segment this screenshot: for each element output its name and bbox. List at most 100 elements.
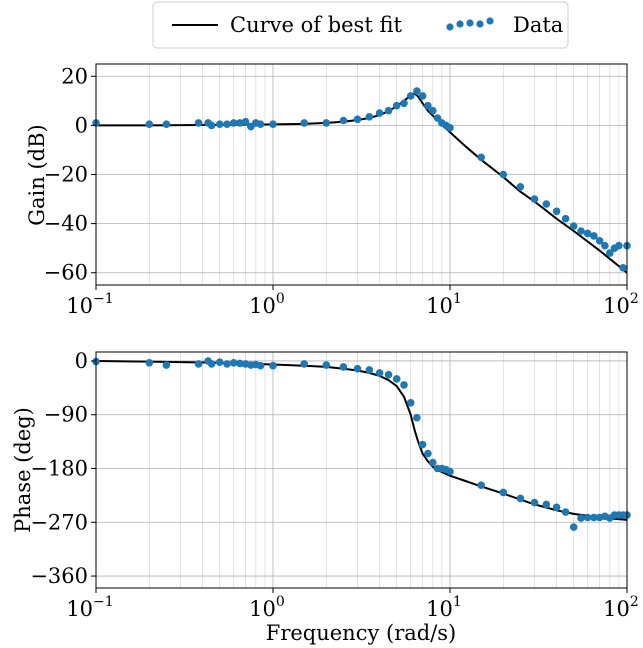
phase-data-point — [353, 364, 362, 373]
gain-series — [92, 87, 631, 274]
phase-data-point — [446, 467, 454, 476]
phase-data-point — [583, 513, 592, 522]
gain-fit-curve — [96, 92, 628, 274]
phase-data-point — [569, 523, 578, 531]
gain-data-point — [353, 115, 362, 124]
gain-data-point — [269, 120, 277, 128]
gain-y-tick-label: −20 — [44, 163, 88, 187]
gain-data-point — [406, 92, 415, 100]
phase-data-point — [561, 508, 570, 516]
phase-data-point — [499, 488, 508, 497]
phase-data-point — [229, 359, 238, 367]
gain-x-tick-label: 10−1 — [66, 291, 113, 318]
phase-plot: 0 −90 −180 −270 −360 10−1 100 101 102 Phase (de… — [11, 349, 639, 645]
gain-data-point — [194, 119, 203, 127]
legend-data-marker — [486, 17, 494, 25]
phase-data-point — [516, 494, 525, 503]
gain-data-point — [256, 120, 265, 128]
phase-data-point — [236, 359, 244, 368]
gain-data-point — [583, 229, 592, 238]
gain-data-point — [530, 195, 539, 203]
phase-data-point — [322, 361, 331, 369]
gain-data-point — [606, 249, 614, 257]
phase-y-tick-label: −360 — [30, 564, 88, 588]
phase-y-tick-label: −90 — [44, 403, 88, 427]
phase-data-point — [406, 399, 415, 407]
legend-data-marker — [466, 19, 474, 27]
gain-data-point — [569, 222, 578, 230]
phase-y-tick-label: −270 — [30, 510, 88, 534]
phase-data-point — [424, 449, 432, 458]
gain-x-tick-label: 101 — [426, 291, 462, 318]
gain-data-point — [433, 114, 442, 122]
gain-plot: 20 0 −20 −40 −60 10−1 100 101 102 Gain (dB) — [25, 63, 639, 318]
gain-data-point — [339, 116, 348, 125]
phase-data-point — [477, 481, 486, 490]
gain-data-point — [400, 99, 408, 108]
phase-data-point — [207, 360, 216, 368]
gain-data-point — [619, 264, 627, 272]
gain-data-point — [300, 119, 309, 127]
phase-data-point — [269, 361, 277, 370]
phase-data-point — [215, 358, 224, 367]
phase-data-point — [530, 498, 539, 507]
phase-y-tick-label: 0 — [75, 349, 88, 373]
gain-data-point — [601, 241, 609, 250]
gain-data-point — [446, 124, 454, 132]
gain-data-point — [162, 120, 171, 128]
phase-data-point — [542, 500, 551, 509]
gain-data-point — [241, 117, 250, 126]
gain-x-tick-label: 100 — [249, 291, 285, 318]
gain-data-point — [429, 106, 437, 115]
gain-data-point — [590, 232, 598, 240]
gain-data-point — [392, 101, 401, 110]
phase-data-point — [339, 363, 348, 371]
phase-series — [92, 357, 631, 531]
legend-data-marker — [476, 20, 484, 28]
gain-data-point — [552, 207, 561, 216]
gain-data-point — [145, 120, 154, 128]
phase-x-tick-label: 100 — [249, 594, 285, 621]
gain-data-point — [595, 237, 604, 245]
phase-data-point — [400, 381, 408, 389]
phase-x-ticks: 10−1 100 101 102 — [66, 588, 639, 621]
phase-data-point — [300, 360, 309, 368]
gain-data-point — [223, 120, 231, 128]
legend-data-marker — [446, 23, 454, 31]
gain-data-point — [516, 183, 525, 191]
gain-y-tick-label: −40 — [44, 212, 88, 236]
gain-data-point — [322, 119, 331, 127]
gain-data-point — [236, 119, 244, 127]
phase-data-point — [145, 359, 154, 367]
gain-data-point — [413, 87, 421, 95]
phase-data-point — [418, 440, 427, 449]
phase-data-point — [223, 360, 231, 368]
gain-data-point — [499, 170, 508, 179]
phase-y-axis-label: Phase (deg) — [11, 407, 35, 533]
gain-data-point — [615, 241, 623, 250]
legend-data-label: Data — [513, 13, 563, 37]
gain-data-point — [215, 120, 224, 128]
phase-gridlines — [95, 352, 627, 588]
gain-data-point — [207, 121, 216, 130]
gain-data-point — [561, 214, 570, 223]
gain-data-point — [229, 119, 238, 127]
phase-x-axis-label: Frequency (rad/s) — [266, 621, 457, 645]
gain-data-point — [477, 153, 486, 162]
gain-y-tick-label: −60 — [44, 261, 88, 285]
phase-plot-frame — [95, 351, 628, 589]
phase-data-point — [392, 375, 401, 383]
gain-data-point — [577, 227, 585, 235]
gain-data-point — [384, 106, 393, 115]
gain-y-tick-label: 20 — [61, 64, 88, 88]
gain-y-axis-label: Gain (dB) — [25, 124, 49, 225]
phase-data-point — [384, 370, 393, 379]
gain-data-point — [542, 200, 551, 208]
phase-fit-curve — [95, 360, 628, 521]
phase-y-tick-label: −180 — [30, 457, 88, 481]
phase-data-point — [577, 514, 585, 522]
phase-y-ticks: 0 −90 −180 −270 −360 — [30, 349, 96, 588]
phase-x-tick-label: 101 — [426, 594, 462, 621]
legend-fit-label: Curve of best fit — [230, 13, 402, 37]
gain-x-ticks: 10−1 100 101 102 — [66, 285, 639, 318]
